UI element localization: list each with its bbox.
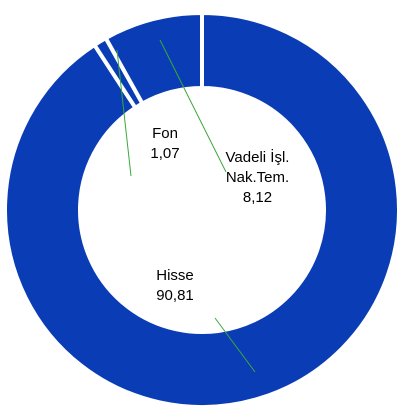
leader-line: [214, 317, 256, 373]
value-label: 8,12: [242, 189, 273, 206]
value-label: 1,07: [150, 145, 180, 162]
category-label: Hisse: [156, 267, 194, 284]
category-label: Vadeli İşl. Nak.Tem.: [225, 149, 290, 186]
slice-label: Vadeli İşl. Nak.Tem. 8,12: [210, 148, 305, 208]
donut-slice: [3, 10, 401, 409]
slice-label: Fon 1,07: [125, 124, 205, 164]
category-label: Fon: [152, 125, 178, 142]
leader-line: [116, 49, 132, 177]
leader-line: [159, 39, 227, 173]
slice-label: Hisse 90,81: [130, 266, 220, 306]
donut-slice: [103, 10, 204, 107]
value-label: 90,81: [156, 287, 194, 304]
